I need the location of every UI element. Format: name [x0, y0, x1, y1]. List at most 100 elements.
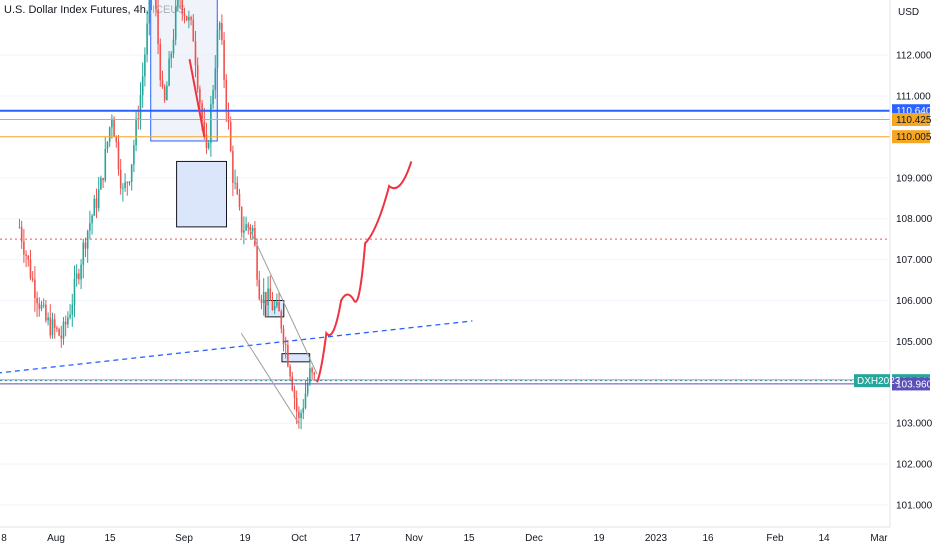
- candle-body: [287, 345, 289, 366]
- x-tick-label: Nov: [405, 533, 423, 544]
- y-tick-label: 108.000: [896, 214, 932, 225]
- candle-body: [223, 40, 225, 80]
- candle-body: [91, 216, 93, 224]
- x-tick-label: Oct: [291, 533, 307, 544]
- candle-body: [294, 390, 296, 398]
- candle-body: [254, 228, 256, 245]
- x-tick-label: 17: [349, 533, 361, 544]
- candle-body: [307, 383, 309, 394]
- x-tick-label: 2023: [645, 533, 668, 544]
- candle-body: [221, 23, 223, 40]
- candle-body: [280, 311, 282, 328]
- candle-body: [54, 319, 56, 327]
- candle-body: [239, 194, 241, 207]
- candle-body: [192, 20, 194, 42]
- candle-body: [27, 256, 29, 259]
- y-tick-label: 101.000: [896, 501, 932, 512]
- candle-body: [267, 289, 269, 306]
- candle-body: [291, 376, 293, 390]
- candle-body: [63, 322, 65, 339]
- candle-body: [129, 182, 131, 183]
- x-tick-label: 8: [1, 533, 7, 544]
- candle-body: [85, 243, 87, 249]
- candle-body: [162, 80, 164, 86]
- candle-body: [30, 260, 32, 279]
- x-tick-label: 15: [463, 533, 475, 544]
- candle-body: [313, 373, 315, 376]
- candle-body: [188, 17, 190, 20]
- x-tick-label: 15: [104, 533, 116, 544]
- candle-body: [32, 278, 34, 279]
- candle-body: [166, 86, 168, 100]
- candle-body: [107, 142, 109, 149]
- candle-body: [276, 302, 278, 306]
- x-tick-label: Dec: [525, 533, 543, 544]
- candle-body: [140, 95, 142, 120]
- candle-body: [236, 183, 238, 194]
- y-tick-label: 103.000: [896, 419, 932, 430]
- candle-body: [78, 273, 80, 279]
- candle-body: [159, 44, 161, 80]
- candle-body: [208, 143, 210, 148]
- candle-body: [23, 242, 25, 255]
- candle-body: [98, 189, 100, 208]
- candle-body: [144, 55, 146, 77]
- candle-body: [261, 299, 263, 303]
- y-tick-label: 107.000: [896, 255, 932, 266]
- currency-label: USD: [898, 7, 919, 18]
- x-tick-label: 19: [593, 533, 605, 544]
- candle-body: [302, 408, 304, 413]
- candle-body: [120, 170, 122, 188]
- candle-body: [296, 398, 298, 412]
- candle-body: [155, 0, 157, 9]
- candle-body: [126, 182, 128, 183]
- candle-body: [190, 17, 192, 20]
- y-tick-label: 111.000: [896, 92, 931, 103]
- x-tick-label: Feb: [766, 533, 784, 544]
- price-badge-label: 110.005: [896, 132, 932, 143]
- candle-body: [245, 224, 247, 230]
- candle-body: [289, 366, 291, 376]
- candle-body: [96, 199, 98, 208]
- candle-body: [199, 89, 201, 103]
- candle-body: [212, 90, 214, 104]
- candle-body: [69, 315, 71, 318]
- candle-body: [263, 292, 265, 303]
- candle-body: [45, 305, 47, 321]
- candle-body: [122, 188, 124, 189]
- candle-body: [113, 119, 115, 137]
- candle-body: [67, 318, 69, 325]
- candle-body: [41, 305, 43, 309]
- candle-body: [100, 178, 102, 189]
- candle-body: [164, 87, 166, 101]
- candle-body: [102, 178, 104, 180]
- candle-body: [25, 254, 27, 256]
- candle-body: [305, 394, 307, 408]
- candle-body: [36, 298, 38, 303]
- price-badge-label: 103.960: [896, 379, 932, 390]
- candle-body: [214, 68, 216, 90]
- candle-body: [93, 199, 95, 216]
- candle-body: [269, 289, 271, 301]
- price-badge-label: 110.425: [896, 115, 932, 126]
- y-tick-label: 109.000: [896, 173, 932, 184]
- candle-body: [285, 344, 287, 345]
- candle-body: [142, 76, 144, 95]
- candle-body: [148, 0, 150, 23]
- x-tick-label: 16: [702, 533, 714, 544]
- candle-body: [131, 164, 133, 182]
- trend-line: [0, 321, 472, 374]
- candle-body: [234, 183, 236, 184]
- candle-body: [186, 16, 188, 20]
- candle-body: [274, 306, 276, 310]
- candle-body: [60, 336, 62, 339]
- candle-body: [34, 280, 36, 298]
- candle-body: [89, 223, 91, 231]
- candle-body: [146, 23, 148, 54]
- y-tick-label: 102.000: [896, 460, 932, 471]
- candle-body: [47, 317, 49, 320]
- candle-body: [256, 245, 258, 279]
- candle-body: [56, 328, 58, 329]
